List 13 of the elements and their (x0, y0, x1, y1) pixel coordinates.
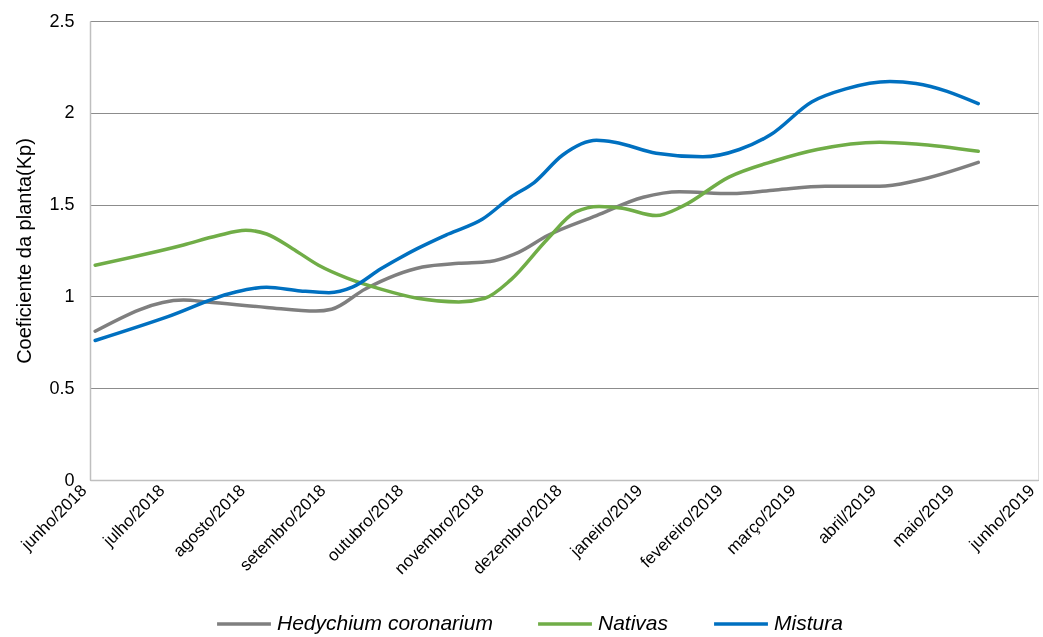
y-tick-label: 1 (64, 285, 75, 306)
legend-label: Nativas (598, 611, 669, 634)
y-tick-label: 2.5 (49, 10, 75, 31)
y-axis-title: Coeficiente da planta(Kp) (13, 138, 36, 364)
y-tick-label: 0 (64, 469, 75, 490)
legend-label: Hedychium coronarium (277, 611, 493, 634)
y-tick-label: 2 (64, 102, 75, 123)
y-tick-label: 1.5 (49, 194, 75, 215)
y-tick-label: 0.5 (49, 377, 75, 398)
line-series (93, 140, 981, 304)
line-series (93, 79, 981, 343)
legend-label: Mistura (774, 611, 843, 634)
line-series (93, 160, 981, 334)
